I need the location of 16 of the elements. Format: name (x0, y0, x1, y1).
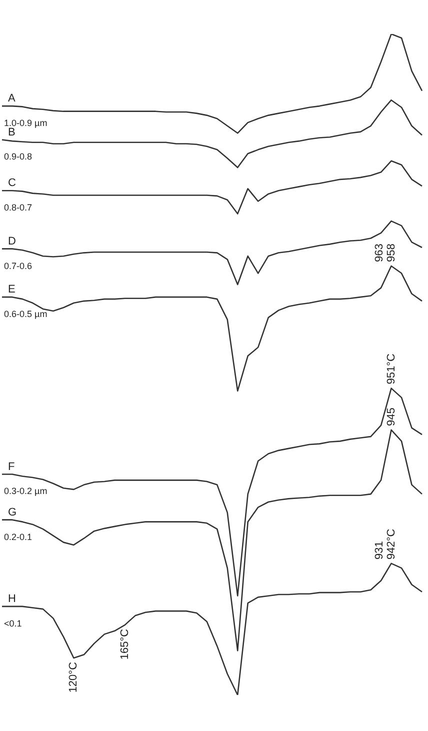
text: B 0.9-0.8 (4, 126, 32, 162)
annotation: 165°C (118, 628, 131, 660)
text: C 0.8-0.7 (4, 177, 32, 213)
annotation: 942°C (385, 528, 398, 560)
text: G 0.2-0.1 (4, 506, 32, 542)
annotation: 931 (373, 541, 386, 560)
annotation: 958 (385, 244, 398, 262)
annotation: 963 (373, 244, 386, 262)
annotation: 951°C (385, 354, 398, 384)
text: E 0.6-0.5 µm (4, 284, 48, 320)
annotation: 945 (385, 408, 398, 426)
annotation: 120°C (68, 662, 80, 693)
text: H <0.1 (4, 592, 22, 628)
text: A 1.0-0.9 µm (4, 92, 48, 128)
text: D 0.7-0.6 (4, 235, 32, 271)
text: F 0.3-0.2 µm (4, 460, 48, 496)
